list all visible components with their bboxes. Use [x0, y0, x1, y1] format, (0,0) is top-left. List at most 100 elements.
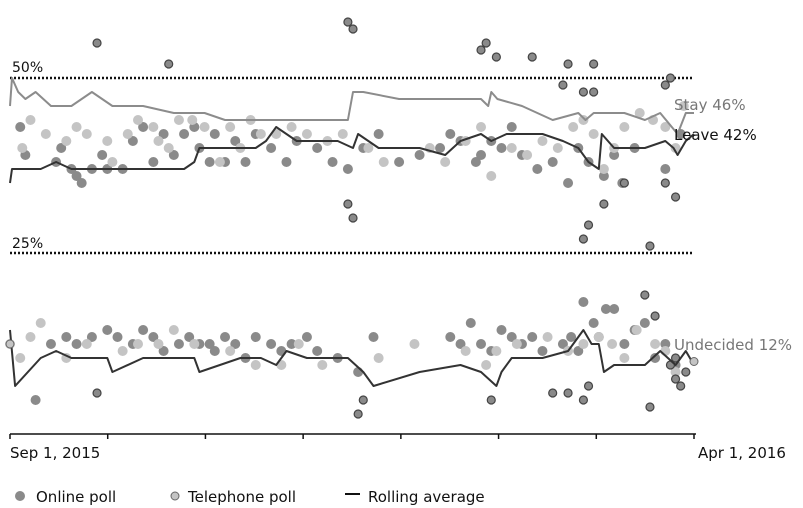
outlier-polls-point [527, 52, 537, 62]
telephone-polls-point [187, 115, 198, 125]
online-polls-point [368, 332, 379, 342]
legend-online-marker [15, 491, 25, 501]
online-polls-point [476, 150, 487, 160]
online-polls-point [660, 164, 671, 174]
online-polls-point [112, 332, 123, 342]
outlier-polls-point [358, 395, 368, 405]
online-polls-point [148, 332, 159, 342]
telephone-polls-point [132, 339, 143, 349]
online-polls-point [527, 332, 538, 342]
end-label-stay: Stay 46% [674, 96, 746, 114]
outlier-polls-point [583, 220, 594, 230]
telephone-polls-point [660, 122, 671, 132]
online-polls-point [506, 332, 517, 342]
online-polls-point [45, 339, 56, 349]
online-polls-point [30, 395, 41, 405]
online-polls-point [639, 318, 650, 328]
outlier-polls-point [548, 388, 558, 398]
online-polls-point [563, 178, 574, 188]
telephone-polls-point [522, 150, 533, 160]
online-polls-point [71, 339, 82, 349]
stay-rolling-average-line [9, 77, 694, 135]
online-polls-point [619, 339, 630, 349]
undecided-end-marker [689, 357, 699, 366]
telephone-polls-point [255, 129, 266, 139]
online-polls-point [342, 164, 353, 174]
x-tick-label-end: Apr 1, 2016 [698, 444, 786, 462]
reference-label-25: 25% [12, 236, 43, 252]
online-polls-point [127, 136, 138, 146]
telephone-polls-point [225, 122, 236, 132]
online-polls-point [266, 339, 277, 349]
telephone-polls-point [25, 115, 36, 125]
online-polls-point [138, 122, 149, 132]
online-polls-point [230, 136, 241, 146]
online-polls-point [266, 143, 277, 153]
outlier-polls-point [491, 52, 501, 62]
telephone-polls-point [199, 122, 210, 132]
online-polls-point [600, 304, 611, 314]
telephone-polls-point [506, 143, 517, 153]
telephone-polls-point [578, 339, 589, 349]
online-polls-point [650, 353, 661, 363]
outlier-polls-point [476, 45, 486, 55]
online-polls-point [158, 129, 169, 139]
telephone-polls-point [337, 129, 348, 139]
telephone-polls-point [578, 115, 589, 125]
x-axis-ticks [9, 434, 695, 439]
online-polls-point [609, 150, 620, 160]
outlier-polls-point [563, 388, 573, 398]
telephone-polls-point [301, 129, 312, 139]
online-polls-point [138, 325, 149, 335]
end-label-undecided: Undecided 12% [674, 336, 792, 354]
telephone-polls-point [670, 143, 681, 153]
telephone-polls-point [35, 318, 46, 328]
online-polls-point [209, 346, 220, 356]
online-polls-point [327, 157, 338, 167]
online-polls-point [573, 346, 584, 356]
telephone-polls-point [81, 339, 92, 349]
online-polls-point [506, 122, 517, 132]
telephone-polls-point [593, 332, 604, 342]
online-polls-point [61, 332, 72, 342]
outlier-polls-point [640, 290, 650, 300]
telephone-polls-point [440, 157, 451, 167]
rolling-average-lines [5, 77, 699, 387]
online-polls-point [168, 150, 179, 160]
outlier-polls-point [353, 409, 363, 419]
outlier-polls-point [645, 241, 655, 251]
online-polls-point [301, 332, 312, 342]
online-polls-point [445, 129, 456, 139]
telephone-polls-point [476, 122, 487, 132]
telephone-polls-point [486, 171, 497, 181]
telephone-polls-point [71, 122, 82, 132]
telephone-polls-point [619, 122, 630, 132]
online-polls-point [286, 339, 297, 349]
online-polls-point [578, 297, 589, 307]
telephone-polls-point [378, 157, 389, 167]
telephone-polls-point [678, 101, 689, 111]
outlier-polls-point [660, 178, 670, 188]
telephone-polls-point [631, 325, 642, 335]
outlier-polls-point [670, 192, 681, 202]
telephone-polls-point [511, 339, 522, 349]
online-polls-point [476, 339, 487, 349]
outlier-polls-point [681, 367, 691, 377]
online-polls-point [281, 157, 292, 167]
outlier-polls-point [599, 199, 609, 209]
online-polls-point [148, 157, 159, 167]
outlier-polls-point [578, 234, 589, 244]
outlier-poll-points [92, 17, 691, 419]
online-polls-point [598, 171, 609, 181]
online-polls-point [220, 332, 231, 342]
online-polls-point [609, 304, 620, 314]
outlier-polls-point [92, 38, 102, 48]
telephone-polls-point [214, 157, 225, 167]
online-polls-point [71, 171, 82, 181]
outlier-polls-point [348, 213, 358, 223]
online-polls-point [173, 339, 184, 349]
telephone-polls-point [25, 332, 36, 342]
outlier-polls-point [343, 17, 353, 27]
outlier-polls-point [563, 59, 573, 69]
outlier-polls-point [578, 87, 589, 97]
